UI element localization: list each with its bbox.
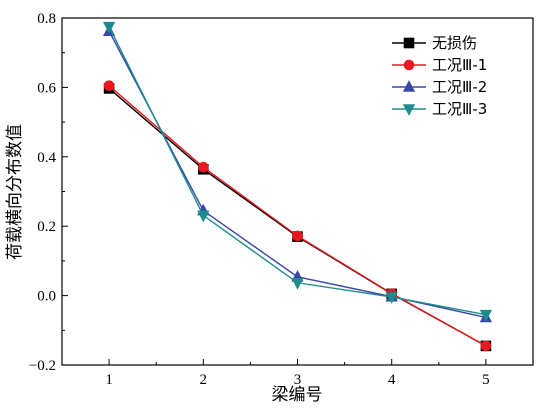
legend-item: 工况Ⅲ-2	[392, 78, 487, 96]
data-point	[197, 210, 210, 223]
legend-marker	[402, 104, 416, 116]
legend-item: 工况Ⅲ-3	[392, 100, 487, 118]
x-tick-label: 4	[388, 372, 396, 388]
data-point	[480, 340, 492, 352]
legend-label: 工况Ⅲ-1	[432, 56, 487, 74]
x-tick-label: 2	[200, 372, 208, 388]
legend-marker	[402, 80, 416, 92]
axes: 0.8 0.6 0.4 0.2 0.0 −0.2 1 2 3 4 5	[29, 11, 534, 388]
data-point	[198, 161, 209, 173]
y-tick-label: 0.2	[37, 219, 56, 235]
series-4	[102, 21, 493, 322]
legend-item: 工况Ⅲ-1	[392, 56, 487, 74]
x-tick-label: 3	[294, 372, 302, 388]
legend-marker	[403, 59, 415, 71]
y-tick-label: −0.2	[29, 358, 56, 374]
data-point	[291, 277, 304, 290]
series-2	[103, 80, 492, 352]
series-line	[108, 87, 487, 347]
x-tick-label: 5	[482, 372, 490, 388]
data-point	[479, 309, 493, 322]
legend-label: 工况Ⅲ-3	[432, 100, 487, 118]
series-layer	[102, 21, 493, 352]
data-point	[103, 80, 115, 91]
legend-label: 工况Ⅲ-2	[432, 78, 487, 96]
x-axis-label: 梁编号	[272, 385, 323, 405]
y-tick-label: 0.6	[37, 80, 56, 96]
data-point	[102, 21, 116, 34]
x-tick-label: 1	[105, 372, 113, 388]
series-line	[108, 85, 487, 347]
series-1	[103, 83, 492, 352]
y-axis-label: 荷载横向分布数值	[5, 124, 25, 260]
legend-label: 无损伤	[432, 34, 477, 52]
y-tick-label: 0.8	[37, 11, 56, 27]
data-point	[292, 230, 303, 242]
data-point	[385, 292, 398, 304]
legend-item: 无损伤	[392, 34, 477, 52]
y-tick-label: 0.0	[37, 289, 56, 305]
y-tick-label: 0.4	[37, 150, 56, 166]
legend-marker	[403, 37, 415, 49]
